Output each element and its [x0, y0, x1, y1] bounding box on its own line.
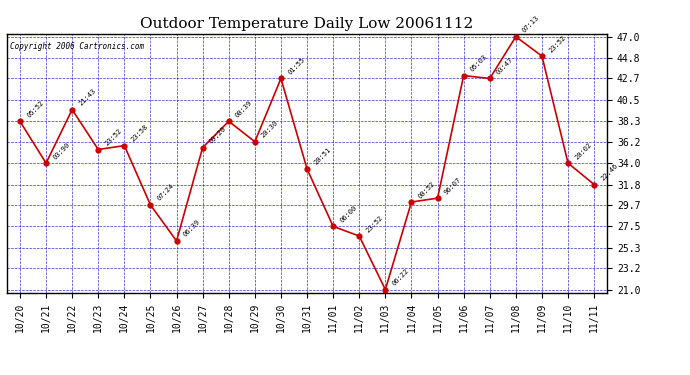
Point	[171, 238, 182, 244]
Point	[249, 139, 260, 145]
Text: 06:22: 06:22	[391, 267, 410, 287]
Point	[536, 53, 547, 59]
Point	[197, 144, 208, 150]
Text: 09:20: 09:20	[208, 126, 228, 145]
Text: 06:00: 06:00	[339, 204, 358, 224]
Text: 05:52: 05:52	[26, 99, 45, 118]
Text: 23:58: 23:58	[130, 124, 149, 143]
Point	[119, 142, 130, 148]
Point	[328, 224, 339, 230]
Point	[145, 202, 156, 208]
Text: 96:07: 96:07	[443, 176, 462, 195]
Text: 03:90: 03:90	[52, 141, 71, 160]
Point	[380, 286, 391, 292]
Text: 20:02: 20:02	[573, 141, 593, 160]
Text: 00:52: 00:52	[417, 180, 436, 199]
Point	[275, 75, 286, 81]
Point	[302, 166, 313, 172]
Point	[511, 34, 522, 40]
Text: 20:30: 20:30	[260, 120, 279, 139]
Text: 03:47: 03:47	[495, 57, 515, 76]
Point	[406, 199, 417, 205]
Point	[67, 106, 78, 112]
Point	[484, 75, 495, 81]
Title: Outdoor Temperature Daily Low 20061112: Outdoor Temperature Daily Low 20061112	[141, 17, 473, 31]
Text: 05:03: 05:03	[469, 54, 489, 73]
Text: 01:55: 01:55	[286, 57, 306, 76]
Text: 06:39: 06:39	[182, 219, 201, 238]
Text: 21:43: 21:43	[78, 88, 97, 107]
Text: 00:39: 00:39	[235, 99, 253, 118]
Point	[92, 147, 104, 153]
Text: 07:13: 07:13	[522, 15, 541, 34]
Point	[562, 160, 573, 166]
Text: Copyright 2006 Cartronics.com: Copyright 2006 Cartronics.com	[10, 42, 144, 51]
Text: 23:52: 23:52	[547, 34, 566, 53]
Point	[41, 160, 52, 166]
Point	[589, 182, 600, 188]
Point	[354, 233, 365, 239]
Text: 07:24: 07:24	[156, 183, 175, 202]
Point	[224, 118, 235, 124]
Point	[432, 195, 443, 201]
Point	[458, 73, 469, 79]
Text: 23:52: 23:52	[104, 128, 123, 147]
Text: 23:52: 23:52	[365, 214, 384, 233]
Point	[14, 118, 26, 124]
Text: 20:51: 20:51	[313, 147, 332, 166]
Text: 22:46: 22:46	[600, 162, 619, 182]
